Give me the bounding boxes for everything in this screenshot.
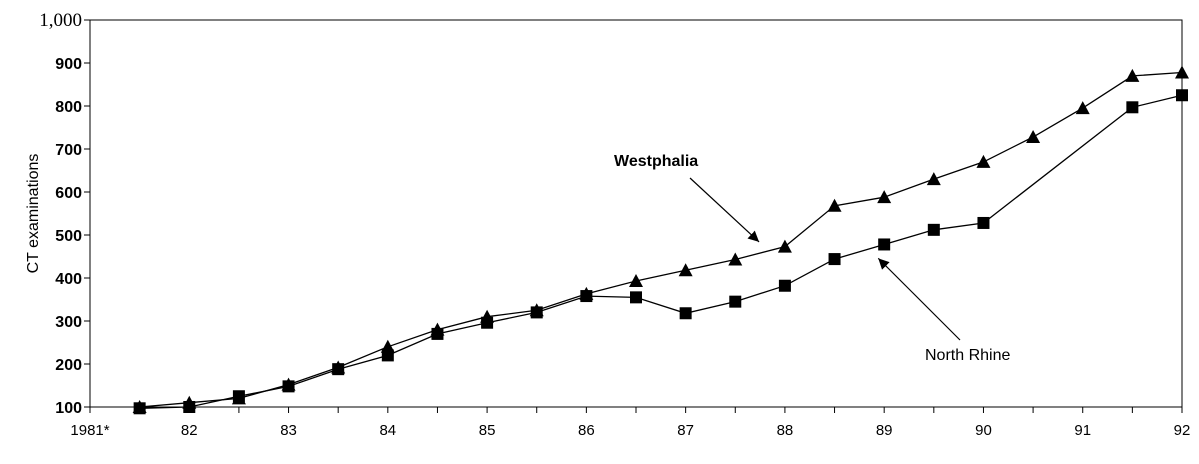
data-point-north-rhine — [828, 253, 841, 266]
plot-frame — [89, 19, 1183, 408]
annotations: Westphalia North Rhine — [614, 153, 1010, 364]
y-tick-label: 600 — [55, 185, 82, 202]
data-point-westphalia — [1125, 68, 1140, 82]
data-point-north-rhine — [580, 290, 593, 303]
data-point-north-rhine — [1176, 89, 1188, 102]
x-tick-label: 82 — [181, 422, 198, 439]
series-line-north-rhine — [139, 94, 1183, 409]
data-point-westphalia — [728, 252, 743, 266]
axes — [89, 19, 1183, 408]
y-tick-label: 100 — [55, 400, 82, 417]
data-point-westphalia — [629, 274, 643, 288]
y-tick-label: 300 — [55, 314, 82, 331]
data-point-north-rhine — [133, 402, 146, 415]
data-point-north-rhine — [1126, 101, 1139, 114]
ticks: 100 200 300 400 500 600 700 800 900 1,000 1981* 82 8… — [39, 10, 1190, 439]
x-tick-label: 89 — [876, 422, 893, 439]
x-tick-label: 88 — [777, 422, 794, 439]
data-point-westphalia — [926, 172, 941, 186]
data-point-westphalia — [1175, 65, 1189, 79]
x-tick-label: 85 — [479, 422, 496, 439]
data-point-north-rhine — [927, 223, 940, 236]
data-point-westphalia — [777, 239, 792, 253]
y-tick-label: 900 — [55, 56, 82, 73]
annotation-arrow-north-rhine — [877, 257, 961, 341]
y-axis-label: CT examinations — [25, 154, 42, 274]
data-point-north-rhine — [282, 380, 295, 393]
data-point-north-rhine — [679, 307, 692, 320]
x-tick-label: 86 — [578, 422, 595, 439]
x-tick-label: 92 — [1174, 422, 1191, 439]
data-point-north-rhine — [530, 306, 543, 319]
data-point-north-rhine — [977, 216, 990, 229]
x-tick-label: 90 — [975, 422, 992, 439]
data-point-north-rhine — [878, 238, 891, 251]
y-tick-label: 800 — [55, 99, 82, 116]
x-tick-label: 87 — [677, 422, 694, 439]
y-tick-label: 400 — [55, 271, 82, 288]
data-point-westphalia — [1026, 129, 1041, 143]
annotation-north-rhine: North Rhine — [925, 347, 1010, 364]
y-tick-label: 700 — [55, 142, 82, 159]
data-point-westphalia — [877, 190, 892, 204]
data-point-westphalia — [976, 154, 991, 168]
data-point-westphalia — [1075, 101, 1090, 115]
y-tick-label: 200 — [55, 357, 82, 374]
y-tick-label: 1,000 — [39, 10, 82, 31]
data-point-north-rhine — [381, 349, 394, 362]
data-point-north-rhine — [481, 316, 494, 329]
data-point-north-rhine — [332, 363, 345, 376]
series-line-westphalia — [139, 71, 1183, 408]
y-tick-label: 500 — [55, 228, 82, 245]
data-point-westphalia — [827, 198, 842, 212]
data-point-westphalia — [678, 263, 693, 277]
data-point-north-rhine — [183, 401, 196, 413]
x-tick-label: 84 — [379, 422, 396, 439]
annotation-westphalia: Westphalia — [614, 153, 698, 170]
annotation-arrow-westphalia — [689, 177, 760, 243]
data-point-north-rhine — [729, 295, 742, 308]
data-point-north-rhine — [630, 291, 642, 304]
data-point-north-rhine — [431, 327, 444, 340]
x-tick-label: 1981* — [70, 422, 109, 439]
x-tick-label: 91 — [1074, 422, 1091, 439]
data-point-north-rhine — [778, 279, 791, 292]
x-tick-label: 83 — [280, 422, 297, 439]
series — [132, 65, 1189, 415]
data-point-north-rhine — [232, 390, 245, 403]
